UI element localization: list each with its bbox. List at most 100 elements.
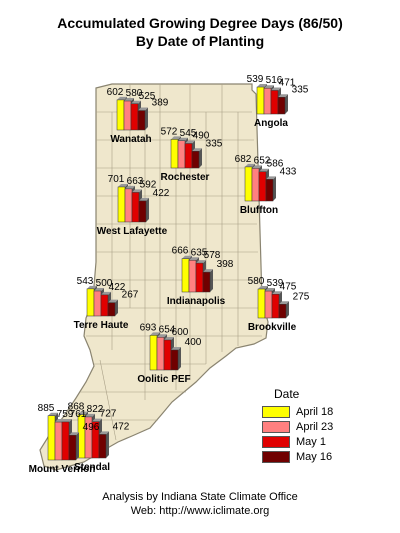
legend-swatch xyxy=(262,406,290,418)
location-label: West Lafayette xyxy=(97,226,168,237)
bar xyxy=(157,337,164,370)
value-label: 335 xyxy=(292,84,309,95)
bar xyxy=(182,259,189,292)
location-label: Oolitic PEF xyxy=(137,374,190,385)
bar xyxy=(131,104,138,130)
value-label: 389 xyxy=(152,98,169,109)
bar xyxy=(271,90,278,114)
value-label: 398 xyxy=(217,259,234,270)
bar xyxy=(192,151,199,168)
footer: Analysis by Indiana State Climate Office… xyxy=(0,490,400,518)
value-label: 727 xyxy=(100,409,117,420)
bar xyxy=(62,422,69,460)
chart-title-block: Accumulated Growing Degree Days (86/50) … xyxy=(0,14,400,50)
bar xyxy=(55,422,62,460)
value-label: 682 xyxy=(235,154,252,165)
value-label: 472 xyxy=(113,421,130,432)
location-label: Indianapolis xyxy=(167,296,226,307)
value-label: 693 xyxy=(140,322,157,333)
legend-label: April 18 xyxy=(296,406,333,418)
location-label: Mount Vernon xyxy=(29,464,96,475)
value-label: 602 xyxy=(107,87,124,98)
bar-side xyxy=(273,176,276,201)
legend-title: Date xyxy=(274,387,333,401)
bar-side xyxy=(210,269,213,292)
location-label: Angola xyxy=(254,118,288,129)
bar xyxy=(124,101,131,130)
legend: Date April 18 April 23 May 1 May 16 xyxy=(262,387,333,464)
bar xyxy=(139,201,146,222)
value-label: 580 xyxy=(248,276,265,287)
value-label: 335 xyxy=(206,138,223,149)
bar xyxy=(99,434,106,458)
location-label: Wanatah xyxy=(110,134,151,145)
bar xyxy=(189,260,196,292)
bar xyxy=(69,435,76,460)
bar-side xyxy=(146,198,149,222)
bar xyxy=(171,350,178,370)
legend-swatch xyxy=(262,421,290,433)
bar xyxy=(196,263,203,292)
bar xyxy=(278,97,285,114)
value-label: 275 xyxy=(293,291,310,302)
value-label: 422 xyxy=(153,188,170,199)
location-label: Brookville xyxy=(248,322,297,333)
bar xyxy=(117,100,124,130)
bar xyxy=(101,295,108,316)
bar xyxy=(178,141,185,168)
bar-side xyxy=(199,148,202,168)
bar xyxy=(245,167,252,201)
bar xyxy=(265,291,272,318)
bar-side xyxy=(106,431,109,458)
chart-subtitle: By Date of Planting xyxy=(0,32,400,50)
legend-item: May 16 xyxy=(262,449,333,464)
bar xyxy=(138,111,145,130)
value-label: 701 xyxy=(108,174,125,185)
value-label: 496 xyxy=(83,422,100,433)
bar-side xyxy=(285,94,288,114)
location-label: Terre Haute xyxy=(74,320,129,331)
footer-credit: Analysis by Indiana State Climate Office xyxy=(0,490,400,504)
bar xyxy=(279,304,286,318)
value-label: 885 xyxy=(38,403,55,414)
bar xyxy=(264,88,271,114)
legend-swatch xyxy=(262,451,290,463)
bar xyxy=(48,416,55,460)
legend-item: May 1 xyxy=(262,434,333,449)
bar xyxy=(252,168,259,201)
bar xyxy=(266,179,273,201)
bar-side xyxy=(145,108,148,130)
value-label: 572 xyxy=(161,126,178,137)
value-label: 433 xyxy=(280,166,297,177)
bar xyxy=(258,289,265,318)
bar xyxy=(78,415,85,458)
bar xyxy=(94,291,101,316)
bar xyxy=(164,340,171,370)
bar-side xyxy=(76,432,79,460)
bar xyxy=(259,172,266,201)
legend-label: May 1 xyxy=(296,436,326,448)
legend-label: May 16 xyxy=(296,451,332,463)
value-label: 543 xyxy=(77,276,94,287)
value-label: 666 xyxy=(172,246,189,257)
legend-item: April 18 xyxy=(262,404,333,419)
bar xyxy=(272,294,279,318)
value-label: 400 xyxy=(185,337,202,348)
value-label: 267 xyxy=(122,290,139,301)
bar xyxy=(171,139,178,168)
bar xyxy=(125,189,132,222)
bar xyxy=(118,187,125,222)
chart-title: Accumulated Growing Degree Days (86/50) xyxy=(0,14,400,32)
bar-side xyxy=(178,347,181,370)
legend-swatch xyxy=(262,436,290,448)
location-label: Rochester xyxy=(161,172,210,183)
bar xyxy=(132,192,139,222)
bar xyxy=(150,335,157,370)
legend-item: April 23 xyxy=(262,419,333,434)
footer-web: Web: http://www.iclimate.org xyxy=(0,504,400,518)
location-label: Bluffton xyxy=(240,205,278,216)
bar xyxy=(257,87,264,114)
legend-label: April 23 xyxy=(296,421,333,433)
bar xyxy=(108,303,115,316)
